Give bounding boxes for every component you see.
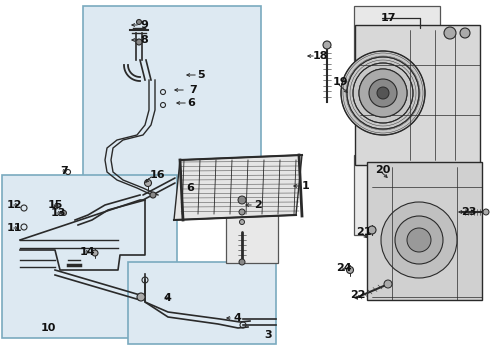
Text: 7: 7 [60,166,68,176]
Circle shape [239,259,245,265]
Circle shape [384,280,392,288]
Circle shape [238,196,246,204]
Text: 13: 13 [50,208,66,218]
Bar [83,6,261,214]
Circle shape [92,250,98,256]
Bar [226,185,278,263]
Bar [354,6,440,61]
Circle shape [137,293,145,301]
Text: 19: 19 [332,77,348,87]
Text: 7: 7 [189,85,197,95]
Text: 4: 4 [163,293,171,303]
Text: 3: 3 [264,330,272,340]
Text: 14: 14 [79,247,95,257]
Circle shape [323,41,331,49]
Text: 10: 10 [40,323,56,333]
Text: 20: 20 [375,165,391,175]
Text: 4: 4 [233,313,241,323]
Circle shape [239,209,245,215]
Text: 22: 22 [350,290,366,300]
Text: 6: 6 [187,98,195,108]
Text: 15: 15 [48,200,63,210]
Text: 9: 9 [140,20,148,30]
Circle shape [145,180,151,186]
Circle shape [359,69,407,117]
Text: 12: 12 [6,200,22,210]
Circle shape [240,220,245,225]
Bar [367,162,482,300]
Circle shape [137,19,142,24]
Text: 6: 6 [186,183,194,193]
Text: 21: 21 [356,227,372,237]
Bar [2,175,177,338]
Text: 1: 1 [302,181,310,191]
Circle shape [369,79,397,107]
Text: 23: 23 [461,207,477,217]
Text: 2: 2 [254,200,262,210]
Circle shape [368,226,376,234]
Circle shape [407,228,431,252]
Text: 17: 17 [380,13,396,23]
Polygon shape [174,155,302,220]
Circle shape [136,39,142,45]
Circle shape [483,209,489,215]
Circle shape [341,51,425,135]
Circle shape [346,266,353,274]
Circle shape [150,192,156,198]
Circle shape [460,28,470,38]
Circle shape [377,87,389,99]
Text: 8: 8 [140,35,148,45]
Text: 16: 16 [149,170,165,180]
Circle shape [395,216,443,264]
Bar [355,25,480,165]
Bar [128,262,276,344]
Circle shape [62,211,67,216]
Bar [354,155,449,235]
Text: 24: 24 [336,263,352,273]
Circle shape [444,27,456,39]
Text: 5: 5 [197,70,205,80]
Circle shape [54,205,58,209]
Text: 11: 11 [6,223,22,233]
Circle shape [381,202,457,278]
Text: 18: 18 [312,51,328,61]
